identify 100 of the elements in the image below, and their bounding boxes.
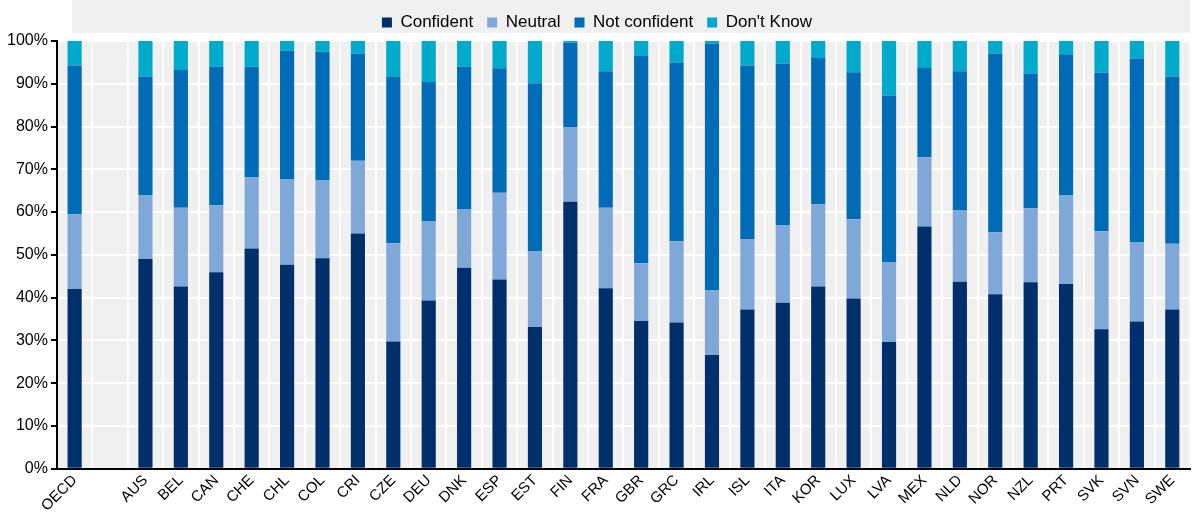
bar [669,41,684,63]
bar [280,264,295,468]
bar [563,42,578,127]
bar [457,66,472,210]
bar [704,41,720,44]
bar [669,322,684,468]
bar [811,41,826,59]
bar [173,286,188,468]
bar [704,354,720,468]
bar [173,70,188,208]
x-tick-label: FIN [546,471,576,501]
bar [988,53,1003,233]
bar [315,41,330,52]
bar [492,192,507,280]
bar [1129,58,1144,242]
bar [244,248,259,468]
bar [386,341,401,468]
bar [917,41,932,68]
bar [315,258,330,468]
bar [67,65,82,215]
bar [1058,41,1074,55]
bar [1165,41,1180,77]
bar [917,67,932,158]
bar [846,72,861,220]
y-tick-label: 70% [15,159,48,177]
bar [209,41,224,67]
bar [634,263,649,322]
bar [917,226,932,468]
bar [280,179,295,265]
bar [846,41,861,73]
bar [315,51,330,180]
bar [173,41,188,71]
bar [598,41,613,72]
bar [811,286,826,468]
bar [740,238,755,310]
bar [457,267,472,468]
bar [209,205,224,273]
bar [244,176,259,249]
bar [421,221,436,301]
bar [138,41,153,77]
legend-label: Don't Know [725,12,813,32]
bar [350,160,365,234]
x-tick-label: BEL [153,471,186,504]
bar [775,63,790,225]
bar [1023,73,1038,209]
bar [67,214,82,290]
x-tick-label: NZL [1003,471,1036,504]
bar [1058,54,1074,195]
y-tick-label: 60% [15,202,48,220]
x-tick-label: CRI [332,471,363,502]
bar [811,204,826,287]
x-tick-label: ISL [724,471,753,499]
bar [740,41,755,66]
bar [386,243,401,342]
bar [1094,231,1109,330]
bar [350,53,365,161]
bar [457,41,472,67]
bar [209,66,224,206]
bar [1023,282,1038,468]
bar [1094,329,1109,468]
y-tick-label: 100% [7,31,48,49]
bar [138,194,153,260]
bar [492,279,507,468]
bar [881,95,897,263]
y-tick-label: 40% [15,287,48,305]
bar [421,82,436,222]
bar [669,62,684,242]
bar [634,55,649,264]
bar [280,41,295,51]
bar [350,233,365,468]
bar [1129,321,1144,468]
bar [881,262,897,343]
bar [598,207,613,289]
bar [952,281,967,468]
bar [846,219,861,299]
bar [209,272,224,468]
bar [1023,41,1038,74]
x-tick-label: ITA [760,471,788,499]
bar [138,76,153,195]
bar [988,232,1003,295]
bar [598,71,613,208]
bar [315,179,330,259]
bar [244,41,259,67]
bar [811,58,826,205]
bar [173,207,188,287]
bar [634,41,649,56]
bar [988,41,1003,54]
y-tick-label: 50% [15,245,48,263]
bar [775,41,790,64]
x-tick-label: IRL [688,471,718,500]
bar [917,157,932,227]
y-tick-label: 0% [24,459,48,477]
bar [1165,76,1180,244]
bar [952,71,967,210]
bar [1165,243,1180,310]
y-tick-label: 20% [15,373,48,391]
bar [952,41,967,72]
bar [421,300,436,468]
bar [598,288,613,468]
y-tick-label: 10% [15,416,48,434]
